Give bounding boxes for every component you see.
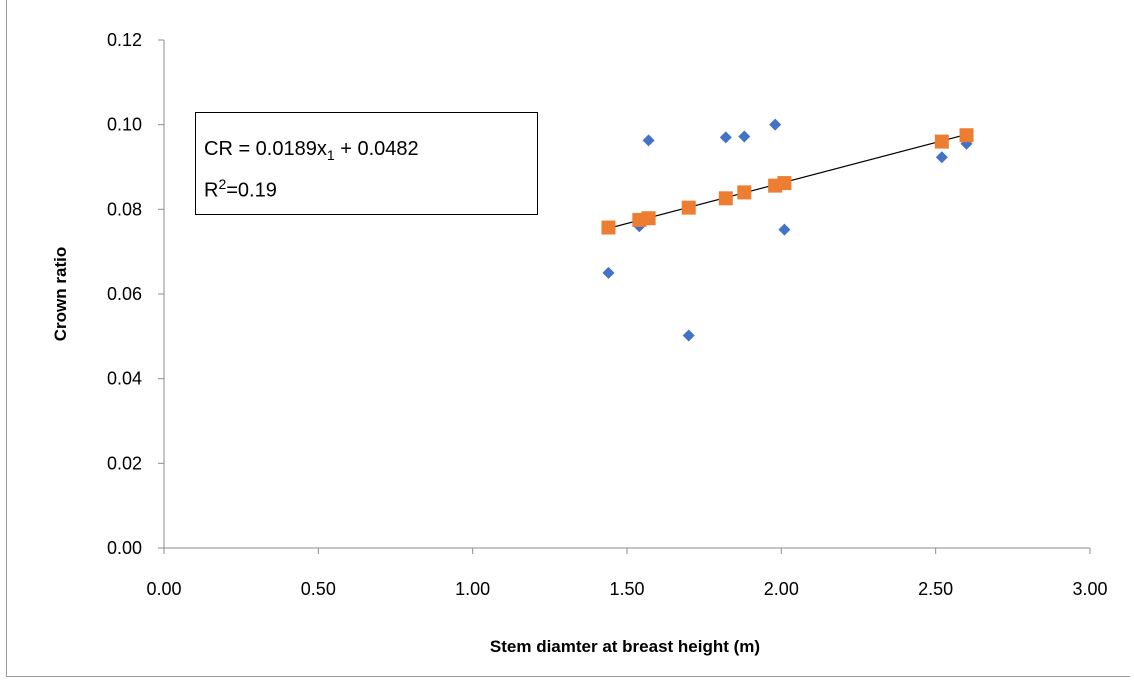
observed-point [642, 134, 655, 147]
y-tick-label: 0.00 [107, 538, 142, 558]
y-axis-title: Crown ratio [51, 247, 70, 341]
predicted-point [959, 128, 974, 143]
predicted-point [601, 220, 616, 235]
x-tick-label: 0.50 [301, 579, 336, 599]
predicted-point [641, 211, 656, 226]
regression-equation-box: CR = 0.0189x1 + 0.0482 R2=0.19 [195, 112, 538, 215]
x-tick-label: 2.50 [918, 579, 953, 599]
y-tick-label: 0.06 [107, 284, 142, 304]
predicted-point [934, 134, 949, 149]
equation-subscript: 1 [326, 147, 335, 163]
y-tick-label: 0.12 [107, 30, 142, 50]
observed-point [769, 118, 782, 131]
equation-text: CR = 0.0189x [204, 138, 327, 160]
observed-point [935, 151, 948, 164]
chart-frame [6, 0, 1130, 677]
observed-point [682, 329, 695, 342]
x-tick-label: 1.50 [609, 579, 644, 599]
predicted-point [737, 185, 752, 200]
observed-point [602, 266, 615, 279]
predicted-point [718, 191, 733, 206]
r-squared-superscript: 2 [218, 176, 227, 192]
equation-line: CR = 0.0189x1 + 0.0482 [204, 135, 537, 170]
observed-point [738, 130, 751, 143]
x-tick-label: 1.00 [455, 579, 490, 599]
predicted-point [777, 176, 792, 191]
x-tick-label: 0.00 [146, 579, 181, 599]
observed-point [719, 131, 732, 144]
r-squared-line: R2=0.19 [204, 170, 537, 206]
y-axis-ticks: 0.00 0.02 0.04 0.06 0.08 0.10 0.12 [107, 30, 164, 558]
data-points [601, 118, 974, 342]
r-squared-label: R [204, 179, 219, 202]
r-squared-value: =0.19 [226, 179, 277, 202]
y-tick-label: 0.02 [107, 453, 142, 473]
predicted-point [681, 200, 696, 215]
x-tick-label: 2.00 [764, 579, 799, 599]
x-axis-title: Stem diamter at breast height (m) [490, 637, 760, 656]
observed-point [778, 223, 791, 236]
equation-intercept: + 0.0482 [334, 138, 419, 160]
x-tick-label: 3.00 [1072, 579, 1107, 599]
y-tick-label: 0.04 [107, 369, 142, 389]
y-tick-label: 0.08 [107, 199, 142, 219]
x-axis-ticks: 0.00 0.50 1.00 1.50 2.00 2.50 3.00 [146, 548, 1108, 599]
y-tick-label: 0.10 [107, 115, 142, 135]
